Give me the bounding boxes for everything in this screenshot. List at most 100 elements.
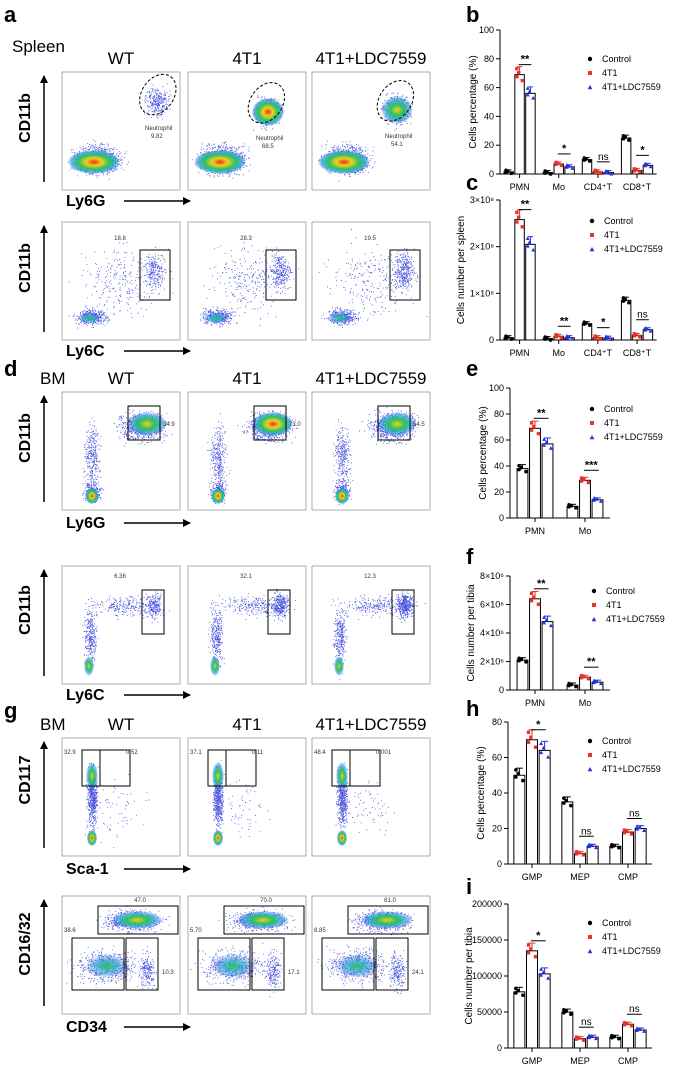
density-blob (213, 830, 223, 846)
gate-box (265, 249, 297, 301)
significance-label: ns (629, 809, 640, 820)
data-point (635, 1026, 640, 1030)
density-blob (318, 150, 370, 174)
legend-marker (589, 247, 595, 252)
data-point (504, 170, 508, 175)
category-label: PMN (525, 698, 545, 708)
bar-4t1-ldc7559 (525, 92, 536, 175)
gate-value: 6.36 (114, 574, 126, 580)
data-point (559, 336, 564, 340)
significance-label: * (536, 930, 541, 942)
plot-frame (311, 565, 431, 685)
category-label: GMP (522, 1056, 543, 1066)
data-point (635, 1028, 640, 1032)
bar-control (516, 468, 529, 519)
data-point (559, 163, 564, 168)
data-point (532, 595, 536, 599)
flow-plot-ly6c: 28.3 (187, 221, 307, 341)
y-tick-label: 80 (492, 717, 502, 727)
panel-label-g: g (4, 698, 17, 723)
x-axis-label: Ly6C (66, 343, 105, 360)
gate-box (377, 405, 411, 441)
data-point (577, 1036, 581, 1040)
legend-label: 4T1 (606, 600, 622, 610)
gate-value-left: 32.9 (64, 750, 76, 756)
flow-plot-cd34: 61.0 8.85 24.1 (311, 895, 431, 1015)
flow-plot-ly6g: 73.0 (187, 391, 307, 511)
data-point (622, 1021, 627, 1025)
data-point (526, 943, 531, 947)
event-dots (266, 247, 295, 294)
density-blob (252, 98, 284, 126)
data-point (589, 1034, 594, 1039)
data-point (546, 755, 551, 759)
bar-4t1 (622, 831, 634, 865)
data-point (529, 591, 534, 596)
event-dots (143, 591, 164, 624)
y-axis-label: CD16/32 (17, 912, 34, 975)
data-point (586, 676, 591, 681)
gate-box (253, 405, 287, 441)
data-point (581, 1038, 586, 1042)
data-point (529, 598, 534, 603)
data-point (536, 431, 541, 436)
y-tick-label: 3×10⁸ (470, 195, 494, 205)
data-point (574, 684, 578, 689)
data-point (514, 775, 518, 779)
y-tick-label: 0 (499, 513, 504, 523)
data-point (524, 469, 528, 474)
data-point (567, 505, 571, 509)
significance-label: * (601, 317, 606, 329)
legend-label: 4T1 (602, 932, 618, 942)
data-point (579, 479, 584, 483)
legend-marker (590, 421, 594, 425)
gate-value-right: 17.1 (288, 970, 300, 976)
group-label: 4T1+LDC7559 (315, 715, 426, 734)
data-point (516, 988, 520, 993)
legend-marker (589, 406, 595, 412)
plot-frame (61, 565, 181, 685)
density-blob (381, 96, 413, 124)
plot-frame (187, 737, 307, 857)
significance-label: ** (537, 407, 546, 419)
data-point (542, 615, 547, 619)
significance-label: ** (587, 656, 596, 668)
gate-name: Neutrophil (385, 134, 412, 140)
category-label: PMN (510, 348, 530, 358)
legend-label: Control (602, 736, 631, 746)
bar-4t1 (529, 598, 541, 691)
density-blob (253, 412, 293, 436)
y-tick-label: 100000 (472, 971, 502, 981)
flow-plot-sca1: 48.4 0.001 (311, 737, 431, 857)
y-tick-label: 50000 (477, 1007, 502, 1017)
gate-value-right: 10.3 (162, 970, 174, 976)
data-point (536, 602, 541, 606)
event-dots (82, 417, 102, 497)
legend-marker (589, 435, 595, 440)
data-point (570, 166, 575, 170)
gmp-gate (97, 905, 179, 935)
cmp-gate (251, 937, 285, 991)
data-point (635, 827, 640, 831)
data-point (515, 66, 519, 71)
cmp-gate (375, 937, 409, 991)
event-dots (82, 599, 99, 673)
density-blob (211, 954, 255, 978)
data-point (520, 225, 525, 229)
legend-label: 4T1+LDC7559 (604, 244, 663, 254)
data-point (541, 745, 546, 750)
data-point (570, 337, 575, 341)
flow-plot-ly6g: Neutrophil 54.1 (311, 71, 431, 191)
data-point (622, 830, 627, 835)
y-axis-label: CD11b (17, 585, 34, 635)
y-tick-label: 80 (484, 54, 494, 64)
event-dots (341, 780, 395, 836)
data-point (556, 161, 560, 166)
density-blob (85, 488, 99, 504)
density-blob (210, 656, 220, 676)
mep-gate (197, 937, 251, 991)
bar-control (620, 299, 632, 341)
y-tick-label: 0 (499, 685, 504, 695)
